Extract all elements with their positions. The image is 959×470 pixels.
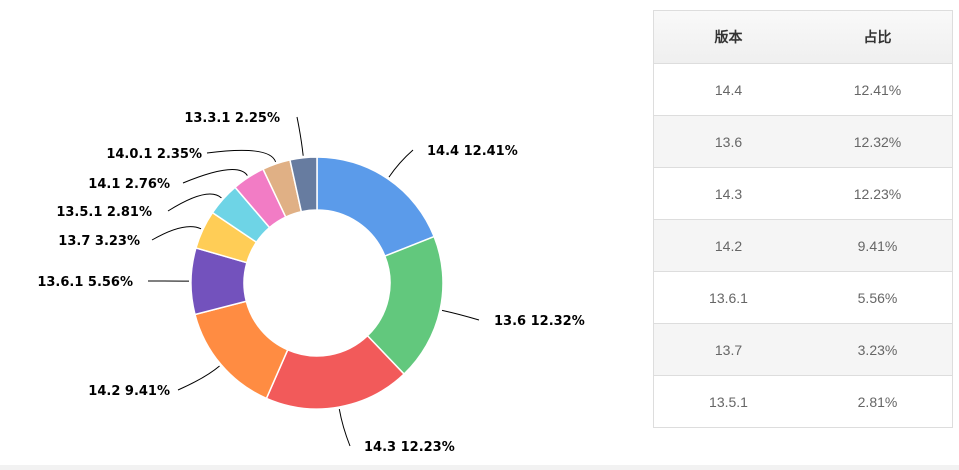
version-cell: 14.3 [654, 167, 803, 220]
share-cell: 12.23% [803, 167, 952, 220]
leader-line [167, 193, 222, 212]
slice-label: 14.4 12.41% [427, 144, 518, 159]
version-share-table: 版本 占比 14.4 12.41% 13.6 12.32% 14.3 12.23… [653, 10, 953, 428]
table-row: 13.6.1 5.56% [654, 271, 952, 324]
table-row: 13.6 12.32% [654, 115, 952, 168]
slice-label: 14.0.1 2.35% [106, 147, 202, 162]
slice-label: 13.7 3.23% [58, 234, 140, 249]
share-cell: 3.23% [803, 323, 952, 376]
slice-label: 13.6 12.32% [494, 314, 585, 329]
column-header-share: 占比 [803, 11, 952, 64]
table-row: 14.3 12.23% [654, 167, 952, 220]
leader-line [182, 169, 248, 184]
share-cell: 9.41% [803, 219, 952, 272]
version-cell: 14.4 [654, 63, 803, 116]
donut-slice-13-3-1 [289, 156, 318, 213]
slice-label: 13.5.1 2.81% [56, 205, 152, 220]
column-header-version: 版本 [654, 11, 803, 64]
version-cell: 14.2 [654, 219, 803, 272]
table-header-row: 版本 占比 [654, 11, 952, 64]
version-cell: 13.6.1 [654, 271, 803, 324]
slice-label: 14.2 9.41% [88, 384, 170, 399]
donut-slice-14-4 [316, 156, 436, 258]
share-cell: 12.41% [803, 63, 952, 116]
version-cell: 13.7 [654, 323, 803, 376]
leader-line [441, 309, 480, 321]
leader-line [296, 116, 304, 156]
share-cell: 2.81% [803, 375, 952, 428]
slice-label: 14.3 12.23% [364, 440, 455, 455]
share-cell: 12.32% [803, 115, 952, 168]
table-row: 13.5.1 2.81% [654, 375, 952, 428]
leader-line [338, 408, 351, 447]
slice-label: 13.3.1 2.25% [184, 111, 280, 126]
version-cell: 13.5.1 [654, 375, 803, 428]
version-cell: 13.6 [654, 115, 803, 168]
version-share-donut-chart: 14.4 12.41% 13.6 12.32% 14.3 12.23% 14.2 9.… [37, 111, 585, 455]
leader-line [151, 226, 202, 241]
table-row: 14.4 12.41% [654, 63, 952, 116]
leader-line [206, 149, 277, 163]
share-cell: 5.56% [803, 271, 952, 324]
bottom-divider [0, 465, 959, 470]
table-row: 13.7 3.23% [654, 323, 952, 376]
slice-label: 13.6.1 5.56% [37, 275, 133, 290]
leader-line [388, 149, 414, 178]
slice-label: 14.1 2.76% [88, 177, 170, 192]
table-row: 14.2 9.41% [654, 219, 952, 272]
leader-line [177, 365, 220, 391]
